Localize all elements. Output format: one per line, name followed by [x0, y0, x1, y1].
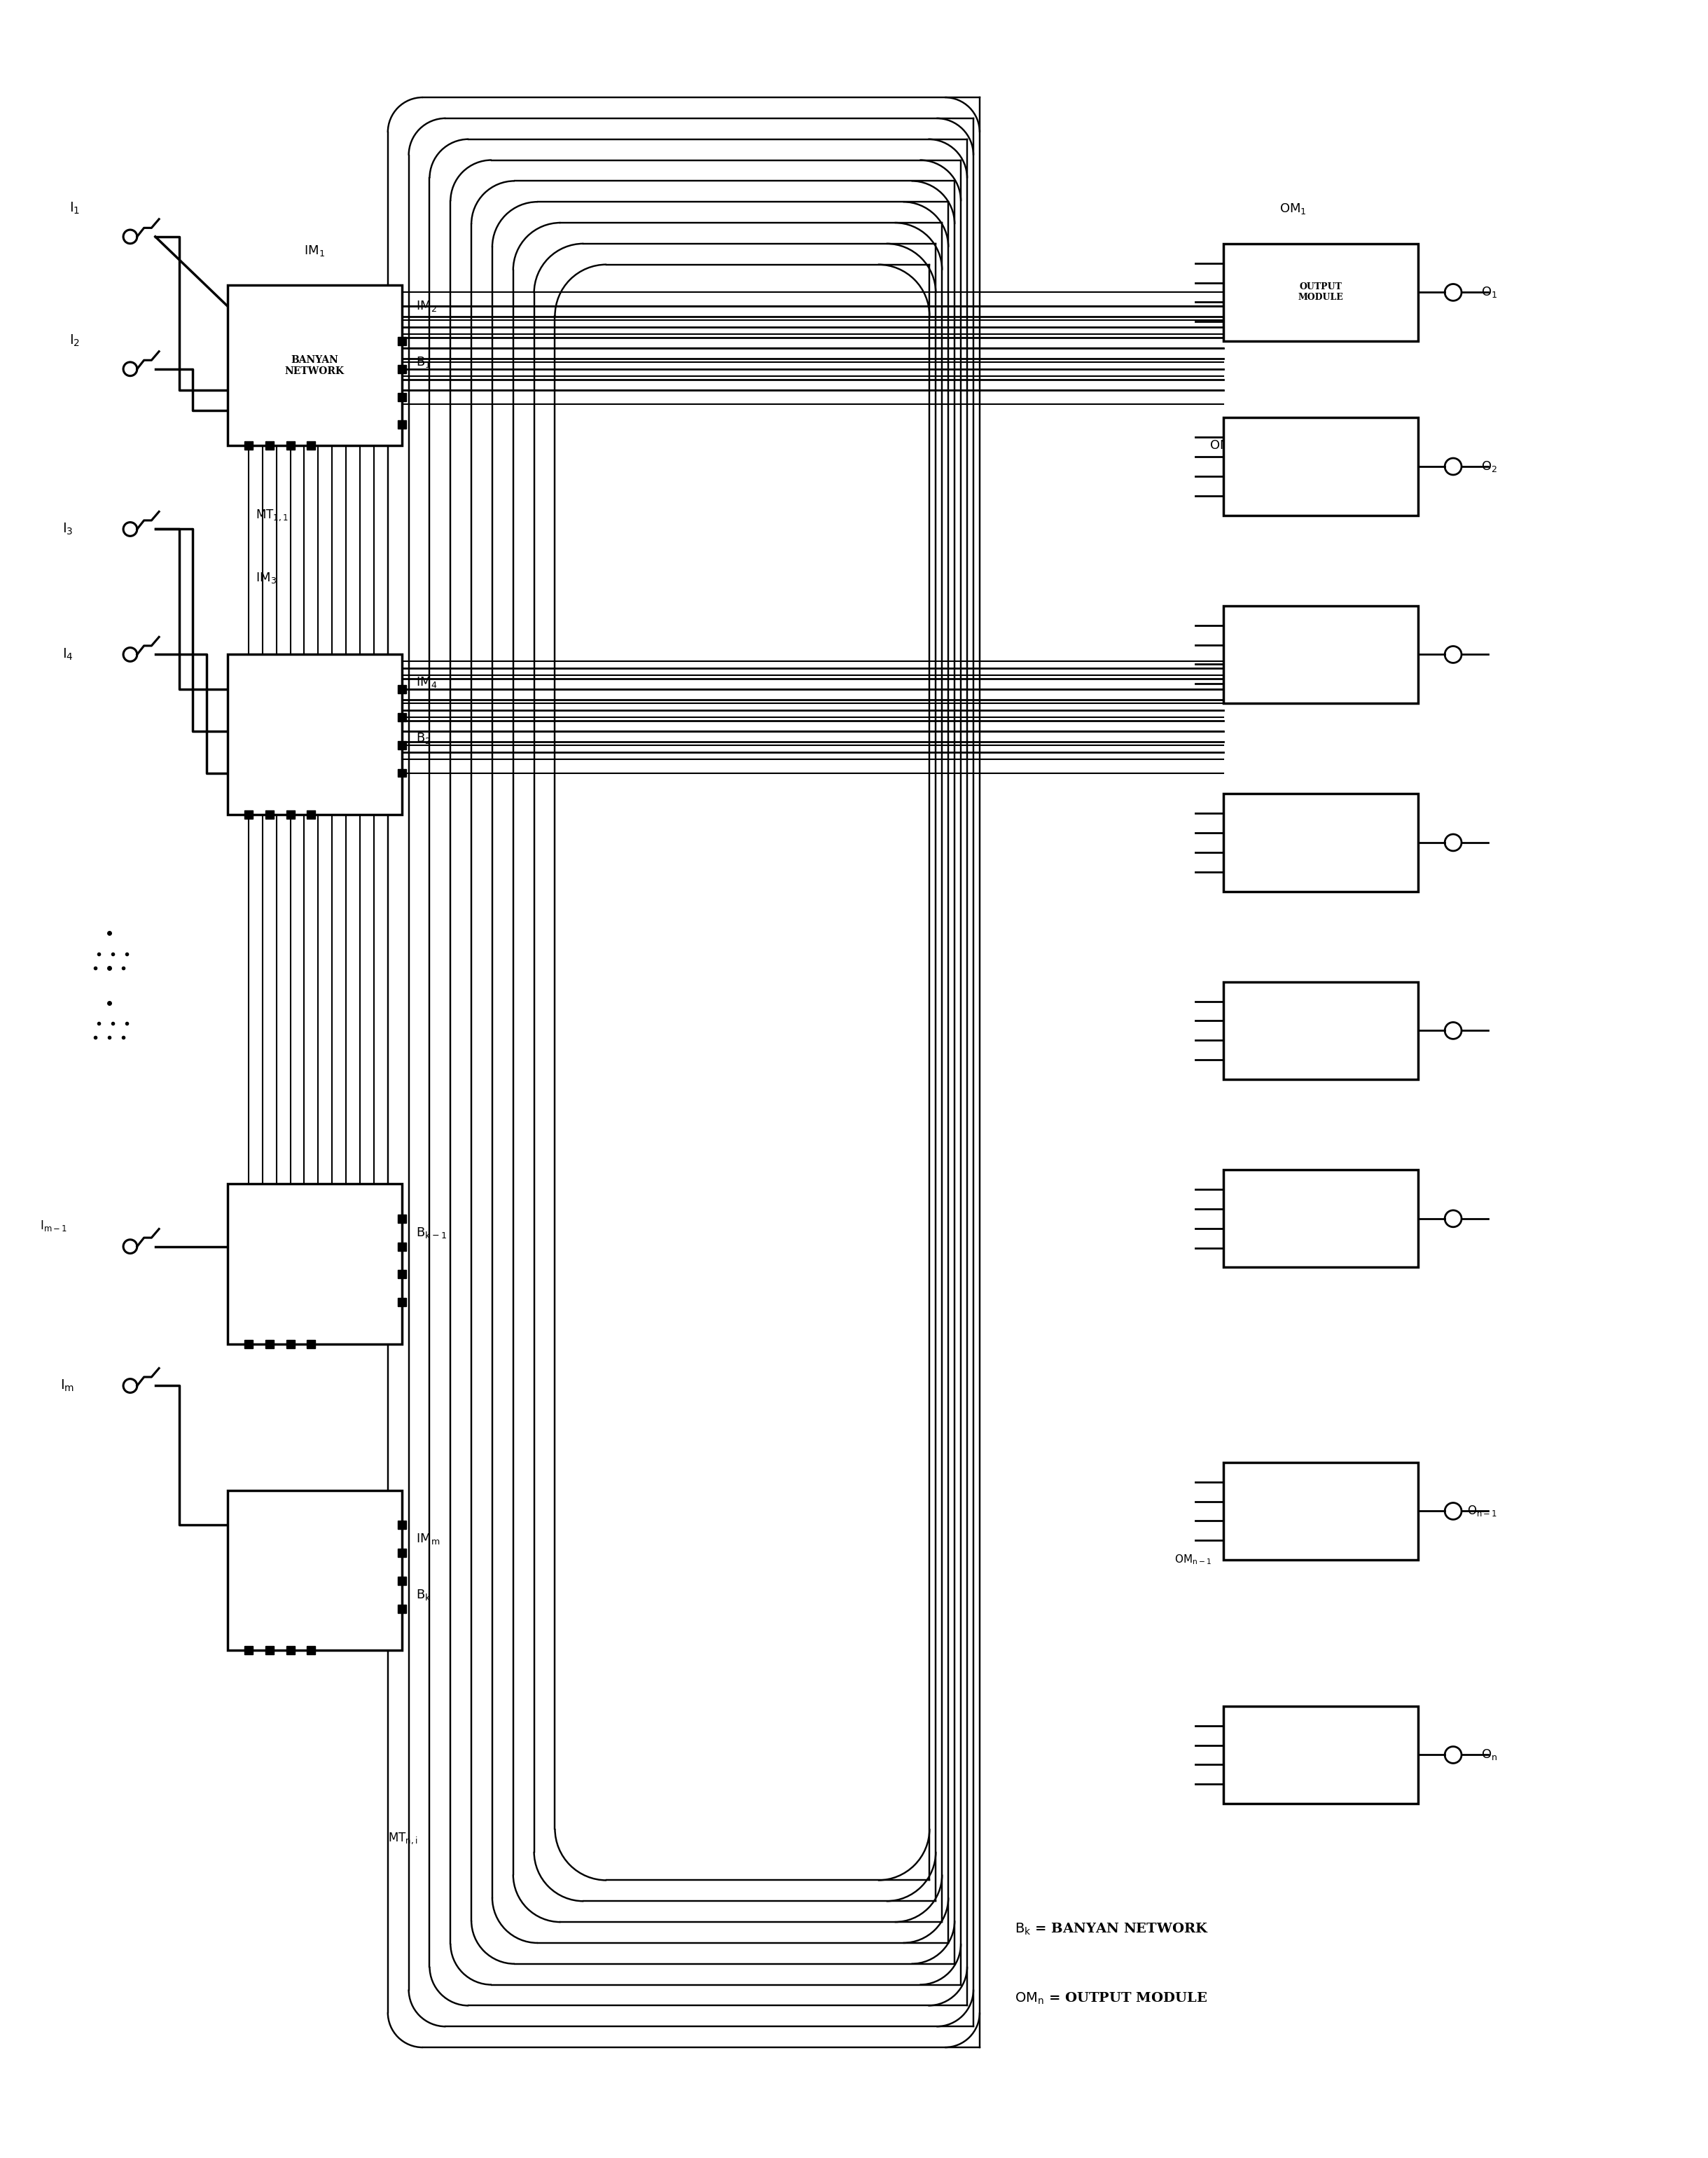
Bar: [244, 1340, 253, 1349]
Bar: [244, 442, 253, 449]
Bar: [398, 1603, 407, 1612]
FancyBboxPatch shape: [227, 1185, 401, 1344]
FancyBboxPatch shape: [1223, 1707, 1418, 1804]
Bar: [244, 811, 253, 818]
Text: $\mathrm{O_n}$: $\mathrm{O_n}$: [1481, 1748, 1498, 1761]
Bar: [265, 811, 273, 818]
Text: OUTPUT
MODULE: OUTPUT MODULE: [1298, 283, 1344, 302]
Text: $\mathrm{IM_1}$: $\mathrm{IM_1}$: [304, 244, 325, 257]
FancyBboxPatch shape: [1223, 244, 1418, 341]
Bar: [265, 1647, 273, 1655]
FancyBboxPatch shape: [1223, 1170, 1418, 1267]
Bar: [398, 1297, 407, 1306]
Text: $\mathrm{B_1}$: $\mathrm{B_1}$: [415, 356, 430, 369]
Bar: [398, 1577, 407, 1584]
Bar: [398, 712, 407, 721]
Bar: [398, 740, 407, 749]
Text: BANYAN
NETWORK: BANYAN NETWORK: [285, 354, 345, 375]
FancyBboxPatch shape: [227, 1491, 401, 1651]
Bar: [398, 365, 407, 373]
Bar: [398, 1243, 407, 1252]
Text: $\mathrm{OM_2}$: $\mathrm{OM_2}$: [1209, 438, 1237, 453]
Text: $\mathrm{OM_{n-1}}$: $\mathrm{OM_{n-1}}$: [1175, 1554, 1211, 1567]
Text: $\mathrm{OM_n}$ = OUTPUT MODULE: $\mathrm{OM_n}$ = OUTPUT MODULE: [1015, 1992, 1208, 2007]
Text: $\mathrm{I_m}$: $\mathrm{I_m}$: [60, 1379, 75, 1394]
FancyBboxPatch shape: [227, 285, 401, 445]
Text: $\mathrm{B_2}$: $\mathrm{B_2}$: [415, 732, 430, 745]
Text: $\mathrm{I_3}$: $\mathrm{I_3}$: [61, 522, 73, 537]
Text: $\mathrm{OM_1}$: $\mathrm{OM_1}$: [1279, 203, 1307, 216]
Bar: [398, 1271, 407, 1278]
Bar: [398, 421, 407, 429]
Bar: [398, 768, 407, 777]
FancyBboxPatch shape: [227, 654, 401, 816]
Text: $\mathrm{I_4}$: $\mathrm{I_4}$: [61, 647, 73, 663]
FancyBboxPatch shape: [1223, 606, 1418, 704]
Text: $\mathrm{I_1}$: $\mathrm{I_1}$: [68, 201, 80, 216]
Bar: [398, 337, 407, 345]
Bar: [398, 1549, 407, 1558]
Bar: [265, 1340, 273, 1349]
FancyBboxPatch shape: [1223, 1463, 1418, 1560]
Text: $\mathrm{IM_m}$: $\mathrm{IM_m}$: [415, 1532, 439, 1545]
Text: $\mathrm{O_2}$: $\mathrm{O_2}$: [1481, 460, 1498, 473]
Text: $\mathrm{O_{n-1}}$: $\mathrm{O_{n-1}}$: [1467, 1504, 1498, 1517]
Bar: [265, 442, 273, 449]
Bar: [287, 1647, 294, 1655]
Bar: [244, 1647, 253, 1655]
Bar: [287, 1340, 294, 1349]
Text: $\mathrm{IM_4}$: $\mathrm{IM_4}$: [415, 675, 437, 688]
Text: $\mathrm{IM_2}$: $\mathrm{IM_2}$: [415, 300, 437, 313]
Bar: [287, 811, 294, 818]
Text: $\mathrm{I_2}$: $\mathrm{I_2}$: [68, 332, 80, 347]
Bar: [307, 1647, 316, 1655]
Text: $\mathrm{MT_{1,1}}$: $\mathrm{MT_{1,1}}$: [256, 507, 289, 522]
Bar: [398, 686, 407, 693]
Text: $\mathrm{O_1}$: $\mathrm{O_1}$: [1481, 285, 1498, 300]
Text: $\mathrm{I_{m-1}}$: $\mathrm{I_{m-1}}$: [39, 1219, 67, 1232]
Bar: [307, 1340, 316, 1349]
Text: $\mathrm{B_{k-1}}$: $\mathrm{B_{k-1}}$: [415, 1226, 446, 1239]
Bar: [398, 1215, 407, 1224]
FancyBboxPatch shape: [1223, 794, 1418, 891]
Text: $\mathrm{B_k}$ = BANYAN NETWORK: $\mathrm{B_k}$ = BANYAN NETWORK: [1015, 1921, 1208, 1936]
Text: $\mathrm{MT_{n,i}}$: $\mathrm{MT_{n,i}}$: [388, 1832, 417, 1845]
Text: $\mathrm{IM_3}$: $\mathrm{IM_3}$: [256, 572, 277, 585]
Bar: [307, 442, 316, 449]
Bar: [287, 442, 294, 449]
Text: $\mathrm{B_k}$: $\mathrm{B_k}$: [415, 1588, 430, 1601]
FancyBboxPatch shape: [1223, 419, 1418, 516]
Bar: [307, 811, 316, 818]
Bar: [398, 393, 407, 401]
FancyBboxPatch shape: [1223, 982, 1418, 1079]
Bar: [398, 1521, 407, 1530]
